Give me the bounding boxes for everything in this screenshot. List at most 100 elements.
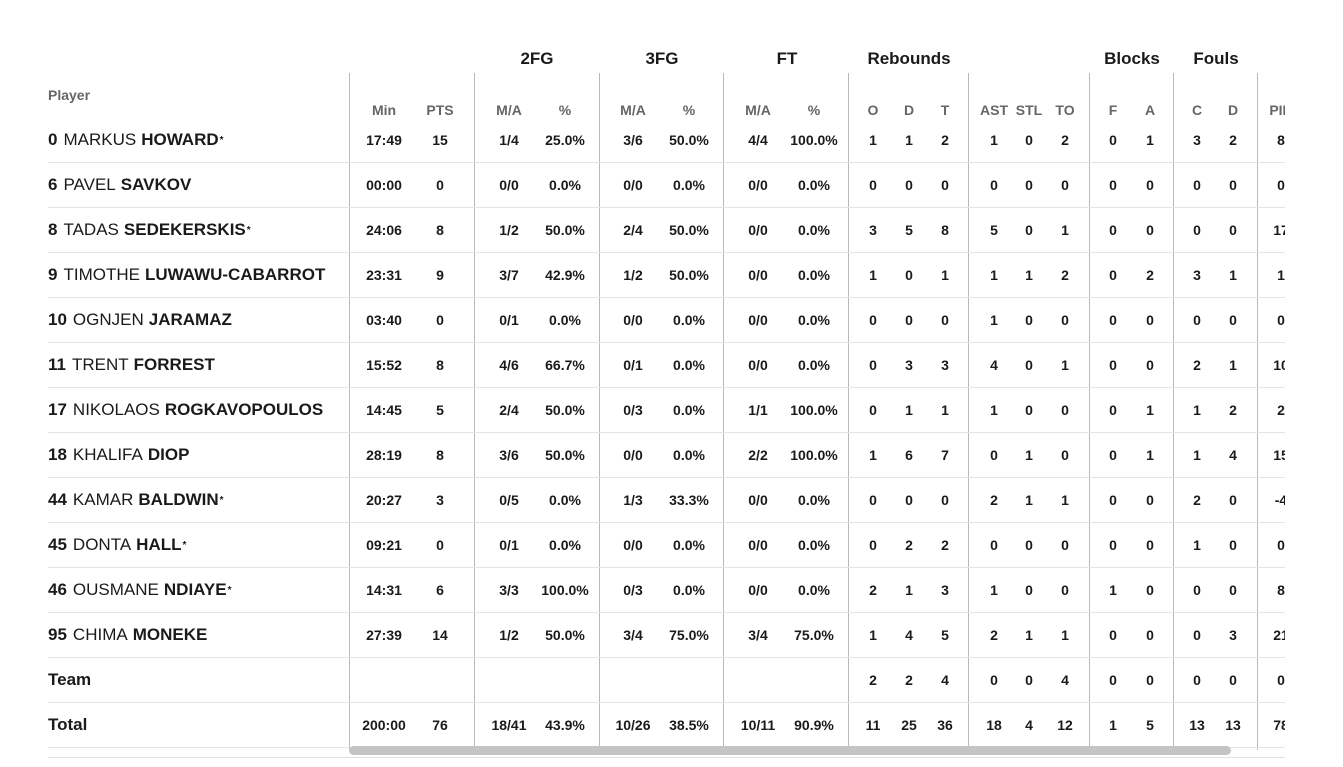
stat-cell: 1 (990, 267, 998, 283)
stat-cell: 0 (1229, 492, 1237, 508)
stat-cell: 2 (869, 582, 877, 598)
player-last-name[interactable]: BALDWIN (138, 490, 219, 509)
stat-cell: 5 (990, 222, 998, 238)
stats-scroll-area[interactable]: 2FG 3FG FT Rebounds Blocks Fouls Min PTS M… (349, 0, 1285, 767)
column-header[interactable]: C (1191, 102, 1203, 118)
stat-cell: 0 (1109, 357, 1117, 373)
player-last-name[interactable]: SEDEKERSKIS (123, 220, 246, 239)
player-row[interactable]: 17 NIKOLAOS ROGKAVOPOULOS (48, 388, 350, 433)
player-row[interactable]: 9 TIMOTHE LUWAWU-CABARROT (48, 253, 350, 298)
column-header[interactable]: PTS (426, 102, 454, 118)
player-last-name[interactable]: LUWAWU-CABARROT (144, 265, 326, 284)
stat-cell: 2 (905, 672, 913, 688)
column-header[interactable]: D (903, 102, 915, 118)
column-header[interactable]: M/A (496, 102, 522, 118)
column-divider (1257, 73, 1258, 750)
stat-cell: 0 (941, 177, 949, 193)
player-last-name[interactable]: ROGKAVOPOULOS (164, 400, 324, 419)
stat-cell: 1 (869, 132, 877, 148)
stat-cell: 0/0 (748, 357, 768, 373)
stat-cell: 0 (1109, 312, 1117, 328)
stat-cell: 0 (1025, 222, 1033, 238)
stat-cell: 50.0% (545, 627, 585, 643)
stat-cell: 0 (869, 492, 877, 508)
stat-cell: 0 (1146, 582, 1154, 598)
player-last-name[interactable]: SAVKOV (120, 175, 192, 194)
stat-cell: 2/2 (748, 447, 768, 463)
row-divider (349, 477, 1285, 478)
player-last-name[interactable]: JARAMAZ (148, 310, 232, 329)
player-row[interactable]: 45 DONTA HALL * (48, 523, 350, 568)
stat-cell: 6 (905, 447, 913, 463)
stat-cell: 0 (869, 177, 877, 193)
total-label: Total (48, 715, 88, 734)
horizontal-scrollbar-thumb[interactable] (349, 746, 1231, 755)
column-header[interactable]: PIR (1269, 102, 1285, 118)
stat-cell: 0 (1146, 357, 1154, 373)
column-header[interactable]: M/A (620, 102, 646, 118)
column-header[interactable]: D (1227, 102, 1239, 118)
stat-cell: 1 (990, 132, 998, 148)
player-first-name: NIKOLAOS (72, 400, 160, 419)
stat-cell: 0.0% (549, 312, 581, 328)
player-row[interactable]: 10 OGNJEN JARAMAZ (48, 298, 350, 343)
player-last-name[interactable]: HALL (136, 535, 182, 554)
stat-cell: 4/4 (748, 132, 768, 148)
column-header[interactable]: Min (371, 102, 397, 118)
player-last-name[interactable]: MONEKE (132, 625, 208, 644)
stat-cell: 3 (869, 222, 877, 238)
stat-cell: 33.3% (669, 492, 709, 508)
player-row[interactable]: 11 TRENT FORREST (48, 343, 350, 388)
stat-cell: 1 (1229, 357, 1237, 373)
column-header[interactable]: M/A (745, 102, 771, 118)
player-last-name[interactable]: DIOP (147, 445, 190, 464)
player-row[interactable]: 6 PAVEL SAVKOV (48, 163, 350, 208)
player-row[interactable]: 44 KAMAR BALDWIN * (48, 478, 350, 523)
player-last-name[interactable]: FORREST (133, 355, 215, 374)
stat-cell: 0 (905, 267, 913, 283)
column-header[interactable]: TO (1055, 102, 1075, 118)
stat-cell: 0 (1061, 402, 1069, 418)
column-header[interactable]: % (807, 102, 821, 118)
column-header[interactable]: O (867, 102, 879, 118)
stat-cell: 1 (869, 627, 877, 643)
stat-cell: -4 (1274, 492, 1285, 508)
player-row[interactable]: 0 MARKUS HOWARD * (48, 118, 350, 163)
stat-cell: 0/3 (623, 402, 643, 418)
stat-cell: 11 (865, 717, 881, 733)
player-first-name: DONTA (72, 535, 132, 554)
stat-cell: 0 (1146, 312, 1154, 328)
column-divider (968, 73, 969, 750)
stat-cell: 0 (990, 447, 998, 463)
stat-cell: 0 (1229, 537, 1237, 553)
player-last-name[interactable]: HOWARD (141, 130, 219, 149)
team-row: Team (48, 658, 350, 703)
stat-cell: 1 (1146, 402, 1154, 418)
player-last-name[interactable]: NDIAYE (163, 580, 227, 599)
stat-cell: 0 (1109, 672, 1117, 688)
player-row[interactable]: 46 OUSMANE NDIAYE * (48, 568, 350, 613)
stat-cell: 4 (1061, 672, 1069, 688)
stat-cell: 0 (869, 537, 877, 553)
column-header[interactable]: % (558, 102, 572, 118)
stat-cell: 0 (941, 312, 949, 328)
stat-cell: 0.0% (673, 447, 705, 463)
stat-cell: 4 (905, 627, 913, 643)
stat-cell: 0/0 (623, 447, 643, 463)
column-header[interactable]: AST (980, 102, 1008, 118)
stat-cell: 0/0 (623, 177, 643, 193)
column-header[interactable]: A (1144, 102, 1156, 118)
column-header[interactable]: STL (1015, 102, 1043, 118)
stat-cell: 50.0% (669, 222, 709, 238)
player-row[interactable]: 18 KHALIFA DIOP (48, 433, 350, 478)
column-header[interactable]: F (1108, 102, 1118, 118)
stat-cell: 1 (905, 132, 913, 148)
player-row[interactable]: 8 TADAS SEDEKERSKIS * (48, 208, 350, 253)
row-divider (349, 387, 1285, 388)
group-title-rebounds: Rebounds (867, 49, 951, 68)
stat-cell: 0 (1277, 312, 1285, 328)
stat-cell: 12 (1057, 717, 1073, 733)
column-header[interactable]: % (682, 102, 696, 118)
column-header[interactable]: T (940, 102, 950, 118)
player-row[interactable]: 95 CHIMA MONEKE (48, 613, 350, 658)
